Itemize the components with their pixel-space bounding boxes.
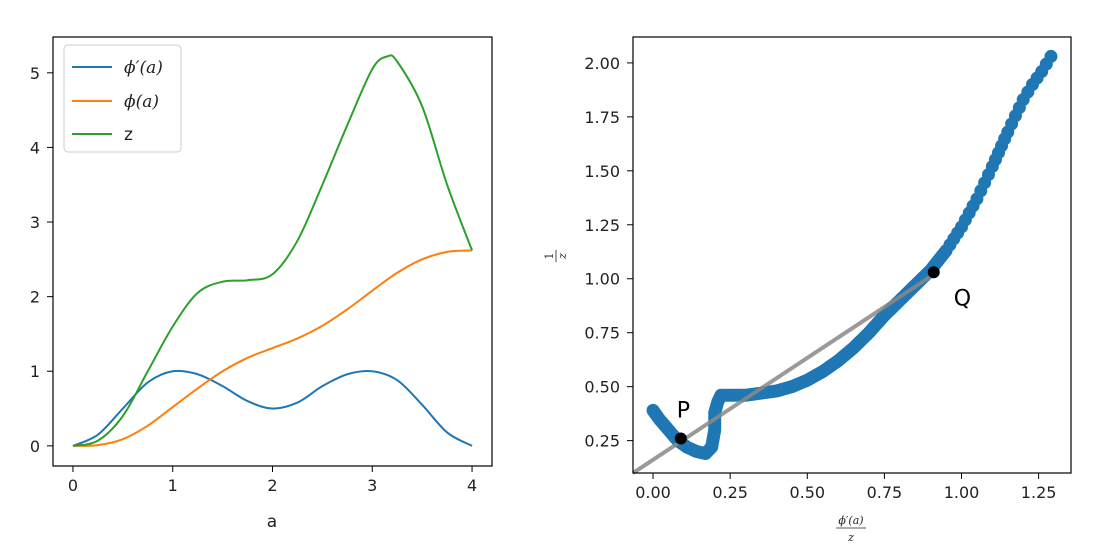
legend-label-phi: ϕ(a) [124, 92, 159, 112]
series-line-z [72, 54, 473, 447]
y-tick-label: 1.25 [584, 216, 620, 235]
x-tick-label: 1.25 [1021, 483, 1057, 502]
right-xlabel-numerator: ϕ′(a) [838, 514, 863, 527]
x-tick-label: 1 [168, 476, 178, 495]
series-line-phi-prime [72, 369, 473, 447]
left-series-group [72, 54, 473, 447]
y-tick-label: 1 [30, 362, 40, 381]
right-xlabel-denominator: z [847, 531, 854, 544]
y-tick-label: 2 [30, 288, 40, 307]
left-legend: ϕ′(a) ϕ(a) z [63, 44, 182, 153]
legend-label-z: z [124, 125, 133, 145]
y-tick-label: 4 [30, 138, 40, 157]
point-p-label: P [677, 398, 690, 423]
legend-box [63, 44, 182, 153]
x-tick-label: 0.50 [789, 483, 825, 502]
scatter-point [1044, 49, 1058, 63]
right-scatter-chart: PQ 0.00 0.25 0.50 0.75 1.00 1.250.250.500.751… [543, 36, 1072, 544]
y-tick-label: 0 [30, 437, 40, 456]
series-line-phi [72, 249, 473, 447]
x-tick-label: 2 [267, 476, 277, 495]
point-p-marker [674, 432, 687, 445]
left-ticks-group: 0 1 2 3 4 0 1 2 3 4 5 [30, 64, 477, 495]
y-tick-label: 1.75 [584, 108, 620, 127]
y-tick-label: 1.50 [584, 162, 620, 181]
y-tick-label: 0.50 [584, 378, 620, 397]
x-tick-label: 0.75 [867, 483, 903, 502]
y-tick-label: 0.75 [584, 324, 620, 343]
right-axes-frame [632, 36, 1072, 474]
y-tick-label: 0.25 [584, 432, 620, 451]
point-q-marker [927, 266, 940, 279]
point-q-label: Q [954, 286, 971, 311]
x-tick-label: 0 [68, 476, 78, 495]
right-content-group: PQ [631, 49, 1058, 475]
right-xlabel: ϕ′(a) z [836, 514, 866, 544]
y-tick-label: 2.00 [584, 54, 620, 73]
right-ylabel: 1 z [543, 250, 569, 262]
x-tick-label: 4 [467, 476, 477, 495]
legend-label-phi-prime: ϕ′(a) [124, 58, 163, 78]
right-ticks-group: 0.00 0.25 0.50 0.75 1.00 1.25 0.25 0.50 0.75 1.00… [584, 54, 1056, 502]
right-ylabel-numerator: 1 [543, 253, 556, 260]
right-ylabel-denominator: z [556, 253, 569, 260]
y-tick-label: 5 [30, 64, 40, 83]
x-tick-label: 0.00 [635, 483, 671, 502]
y-tick-label: 3 [30, 213, 40, 232]
left-xlabel: a [267, 512, 277, 532]
left-line-chart: 0 1 2 3 4 0 1 2 3 4 5 a ϕ′(a) ϕ(a) z [30, 36, 493, 532]
x-tick-label: 0.25 [712, 483, 748, 502]
x-tick-label: 3 [367, 476, 377, 495]
y-tick-label: 1.00 [584, 270, 620, 289]
x-tick-label: 1.00 [944, 483, 980, 502]
